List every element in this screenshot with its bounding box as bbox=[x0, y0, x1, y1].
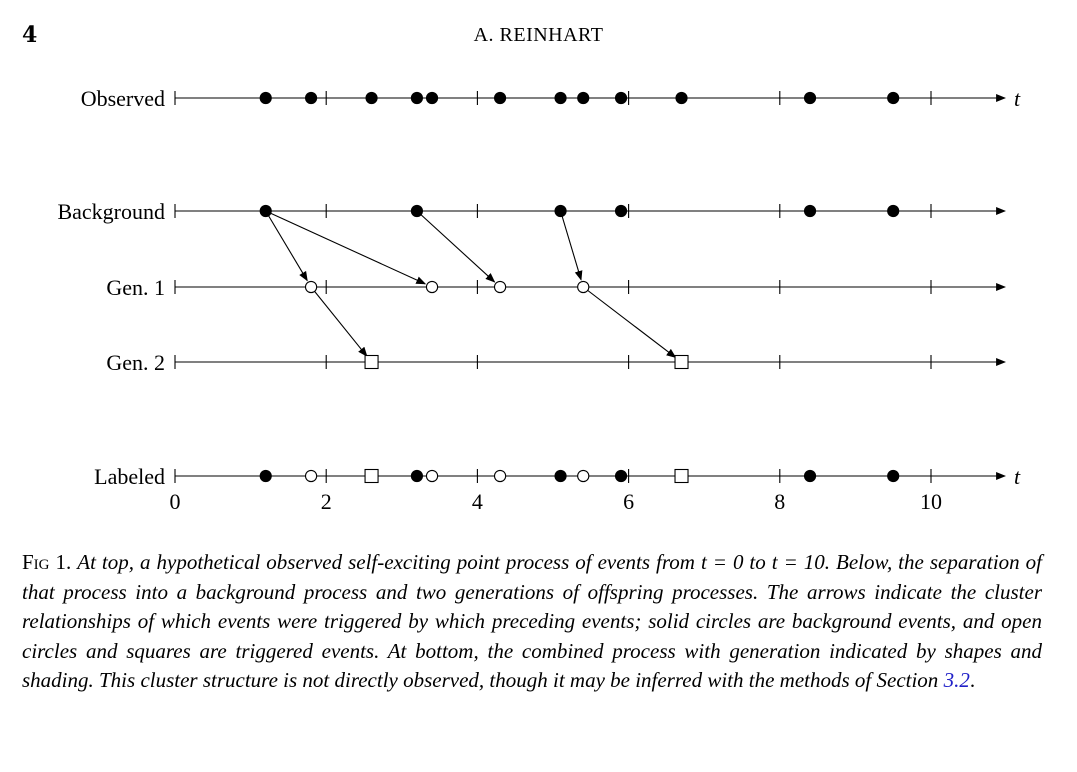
event-background-solid-4 bbox=[803, 204, 817, 218]
row-label-labeled: Labeled bbox=[94, 464, 165, 489]
time-label-observed: t bbox=[1014, 86, 1021, 111]
tick-label-2: 2 bbox=[321, 489, 332, 514]
event-observed-solid-4 bbox=[425, 91, 439, 105]
event-observed-solid-6 bbox=[554, 91, 567, 105]
running-head: A. REINHART bbox=[473, 24, 604, 46]
event-observed-solid-10 bbox=[803, 91, 817, 105]
event-labeled-open-1 bbox=[304, 469, 318, 483]
cluster-arrow-4 bbox=[310, 286, 368, 357]
caption-text: At top, a hypothetical observed self-exc… bbox=[22, 550, 1043, 692]
event-observed-solid-8 bbox=[614, 91, 628, 105]
event-background-solid-5 bbox=[887, 204, 900, 218]
section-reference-link[interactable]: 3.2 bbox=[943, 668, 970, 692]
page-number: 4 bbox=[22, 22, 38, 48]
event-labeled-solid-11 bbox=[887, 469, 900, 483]
event-gen1-open-1 bbox=[425, 280, 439, 294]
event-background-solid-2 bbox=[554, 204, 567, 218]
event-observed-solid-2 bbox=[365, 91, 378, 105]
event-observed-solid-9 bbox=[675, 91, 688, 105]
tick-label-10: 10 bbox=[920, 489, 942, 514]
event-background-solid-0 bbox=[259, 204, 272, 218]
event-gen1-open-3 bbox=[577, 280, 590, 294]
tick-label-8: 8 bbox=[774, 489, 785, 514]
event-labeled-solid-6 bbox=[554, 469, 567, 483]
event-observed-solid-5 bbox=[493, 91, 507, 105]
row-label-gen1: Gen. 1 bbox=[106, 275, 165, 300]
tick-label-6: 6 bbox=[623, 489, 634, 514]
event-background-solid-1 bbox=[410, 204, 424, 218]
event-labeled-open-4 bbox=[425, 469, 439, 483]
cluster-arrows bbox=[265, 210, 677, 359]
event-background-solid-3 bbox=[614, 204, 628, 218]
event-gen2-square-1 bbox=[674, 354, 689, 370]
cluster-arrow-3 bbox=[560, 210, 583, 281]
cluster-arrow-0 bbox=[265, 210, 308, 282]
event-labeled-open-5 bbox=[493, 469, 507, 483]
event-labeled-solid-8 bbox=[614, 469, 628, 483]
timeline-gen2: Gen. 2 bbox=[106, 350, 1006, 375]
timeline-gen1: Gen. 1 bbox=[106, 275, 1006, 300]
event-observed-solid-7 bbox=[577, 91, 590, 105]
event-labeled-square-2 bbox=[364, 468, 379, 484]
timeline-observed: Observed t bbox=[81, 86, 1021, 111]
cluster-arrow-5 bbox=[582, 286, 677, 359]
timeline-background: Background bbox=[57, 199, 1006, 224]
row-label-observed: Observed bbox=[81, 86, 165, 111]
event-observed-solid-11 bbox=[887, 91, 900, 105]
caption-end-punct: . bbox=[969, 668, 976, 692]
event-gen2-square-0 bbox=[364, 354, 379, 370]
event-observed-solid-1 bbox=[304, 91, 318, 105]
event-labeled-solid-10 bbox=[803, 469, 817, 483]
point-process-figure: Observed t Background Gen. 1 Gen. 2 Labeled t 0… bbox=[57, 86, 1021, 514]
tick-label-4: 4 bbox=[472, 489, 483, 514]
tick-label-0: 0 bbox=[170, 489, 181, 514]
event-observed-solid-3 bbox=[410, 91, 424, 105]
timeline-labeled: Labeled t bbox=[94, 464, 1021, 489]
event-labeled-solid-3 bbox=[410, 469, 424, 483]
row-label-background: Background bbox=[57, 199, 165, 224]
figure-caption: Fig 1. At top, a hypothetical observed s… bbox=[22, 548, 1042, 696]
event-observed-solid-0 bbox=[259, 91, 272, 105]
timelines: Observed t Background Gen. 1 Gen. 2 Labeled t 0… bbox=[57, 86, 1021, 514]
event-labeled-square-9 bbox=[674, 468, 689, 484]
event-labeled-open-7 bbox=[577, 469, 590, 483]
caption-label: Fig 1. bbox=[22, 550, 72, 574]
time-label-labeled: t bbox=[1014, 464, 1021, 489]
cluster-arrow-2 bbox=[416, 210, 496, 283]
event-labeled-solid-0 bbox=[259, 469, 272, 483]
row-label-gen2: Gen. 2 bbox=[106, 350, 165, 375]
cluster-arrow-1 bbox=[265, 210, 427, 285]
event-gen1-open-0 bbox=[304, 280, 318, 294]
event-gen1-open-2 bbox=[493, 280, 507, 294]
